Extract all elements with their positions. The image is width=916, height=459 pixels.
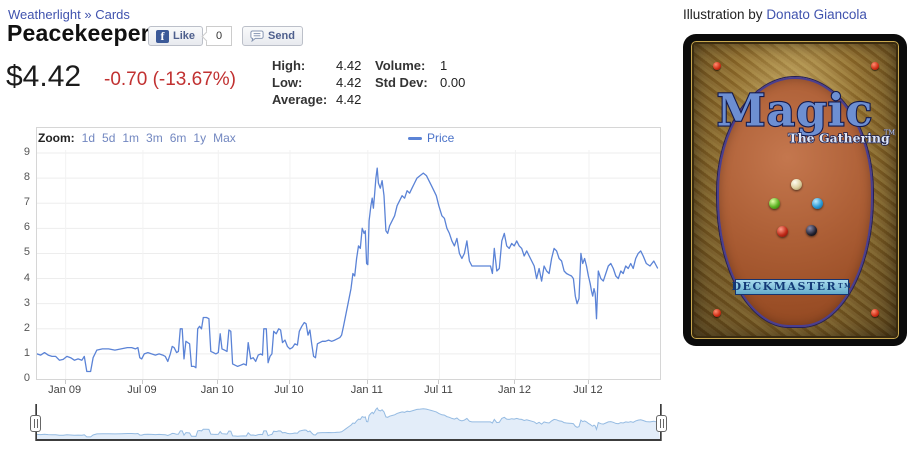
range-button-3m[interactable]: 3m	[146, 131, 163, 145]
count-pointer	[201, 31, 212, 42]
stat-label-stddev: Std Dev:	[375, 75, 428, 90]
y-tick-label: 0	[23, 372, 30, 384]
stats-right: Volume: 1 Std Dev: 0.00	[375, 57, 465, 91]
x-tick-label: Jul 09	[127, 384, 157, 396]
legend-line-swatch	[408, 136, 422, 140]
navigator-area-chart[interactable]	[36, 406, 660, 439]
corner-dot-top-left	[712, 61, 721, 70]
range-button-1y[interactable]: 1y	[193, 131, 207, 145]
x-tick-label: Jan 11	[350, 384, 383, 396]
social-bar: f Like 0 Send	[148, 26, 303, 46]
current-price: $4.42	[6, 60, 82, 93]
magic-logo-tm: TM	[884, 128, 895, 136]
magic-logo-subtitle: The Gathering	[788, 130, 890, 145]
stat-value-high: 4.42	[336, 58, 362, 73]
price-chart-plot-area[interactable]	[36, 127, 661, 380]
red-mana-dot	[776, 225, 788, 237]
x-tick-label: Jul 10	[274, 384, 304, 396]
x-axis-tick	[288, 380, 290, 384]
artist-link[interactable]: Donato Giancola	[766, 7, 867, 22]
send-label: Send	[268, 30, 295, 42]
range-button-1m[interactable]: 1m	[122, 131, 140, 145]
x-tick-label: Jul 12	[573, 384, 603, 396]
range-selector: Zoom: 1d 5d 1m 3m 6m 1y Max	[38, 131, 236, 145]
corner-dot-bottom-left	[712, 309, 721, 318]
like-count-badge: 0	[201, 26, 233, 46]
y-tick-label: 2	[23, 321, 30, 334]
deckmaster-band: DECKMASTER TM	[731, 278, 853, 295]
black-mana-dot	[805, 225, 817, 237]
y-tick-label: 7	[23, 196, 30, 209]
navigator[interactable]	[36, 406, 660, 444]
magic-logo-text: Magic	[717, 85, 874, 136]
corner-dot-top-right	[870, 61, 879, 70]
magic-logo: Magic The Gathering TM	[716, 84, 896, 146]
price-change: -0.70 (-13.67%)	[104, 69, 237, 90]
y-tick-label: 4	[23, 271, 30, 284]
stat-label-volume: Volume:	[375, 58, 426, 73]
card-frame: Magic The Gathering TM DECKMASTER TM	[691, 41, 899, 339]
y-tick-label: 9	[23, 146, 30, 158]
x-tick-label: Jul 11	[424, 384, 453, 396]
card-back-image: Magic The Gathering TM DECKMASTER TM	[683, 34, 907, 346]
y-tick-label: 3	[23, 296, 30, 309]
facebook-icon: f	[156, 29, 169, 43]
stat-label-average: Average:	[272, 92, 328, 107]
breadcrumb-separator: »	[84, 7, 92, 22]
x-axis-tick	[587, 380, 589, 384]
x-axis-tick	[217, 380, 219, 384]
breadcrumb-cards-link[interactable]: Cards	[95, 7, 130, 22]
range-button-6m[interactable]: 6m	[169, 131, 187, 145]
navigator-left-handle[interactable]	[30, 415, 41, 432]
x-axis-tick	[438, 380, 440, 384]
range-button-1d[interactable]: 1d	[81, 131, 96, 145]
illustration-credit: Illustration by Donato Giancola	[683, 7, 867, 22]
like-count-value: 0	[215, 30, 223, 42]
facebook-send-button[interactable]: Send	[242, 26, 303, 46]
like-label: Like	[173, 30, 196, 42]
stats-left: High: 4.42 Low: 4.42 Average: 4.42	[272, 57, 361, 108]
y-tick-label: 6	[23, 221, 30, 234]
stat-value-low: 4.42	[336, 75, 362, 90]
breadcrumb-set-link[interactable]: Weatherlight	[8, 7, 81, 22]
green-mana-dot	[769, 198, 780, 210]
speech-bubble-icon	[250, 30, 264, 42]
legend-item-price[interactable]: Price	[408, 131, 454, 145]
stat-value-volume: 1	[440, 58, 448, 73]
legend-label: Price	[427, 131, 455, 145]
y-tick-label: 1	[23, 346, 30, 359]
x-axis-tick	[141, 380, 143, 384]
x-tick-label: Jan 09	[48, 384, 82, 396]
illustration-prefix: Illustration by	[683, 7, 763, 22]
price-line-chart[interactable]	[36, 128, 660, 379]
x-axis-tick	[514, 380, 516, 384]
blue-mana-dot	[812, 198, 824, 210]
range-button-5d[interactable]: 5d	[102, 131, 116, 145]
navigator-right-handle[interactable]	[656, 415, 667, 432]
stat-value-stddev: 0.00	[440, 75, 466, 90]
corner-dot-bottom-right	[870, 309, 879, 318]
deckmaster-tm: TM	[838, 283, 853, 291]
x-axis-tick	[366, 380, 368, 384]
stat-label-low: Low:	[272, 75, 303, 90]
x-tick-label: Jan 10	[200, 384, 234, 396]
breadcrumb: Weatherlight » Cards	[8, 7, 130, 22]
deckmaster-label: DECKMASTER	[731, 280, 838, 294]
page-title: Peacekeeper	[7, 20, 150, 46]
range-button-max[interactable]: Max	[213, 131, 236, 145]
stat-value-average: 4.42	[336, 92, 362, 107]
white-mana-dot	[790, 179, 802, 191]
zoom-label: Zoom:	[38, 131, 75, 145]
y-tick-label: 8	[23, 171, 30, 184]
y-tick-label: 5	[23, 246, 30, 259]
facebook-like-button[interactable]: f Like	[148, 26, 204, 46]
stat-label-high: High:	[272, 58, 306, 73]
x-tick-label: Jan 12	[497, 384, 531, 396]
x-axis-tick	[64, 380, 66, 384]
